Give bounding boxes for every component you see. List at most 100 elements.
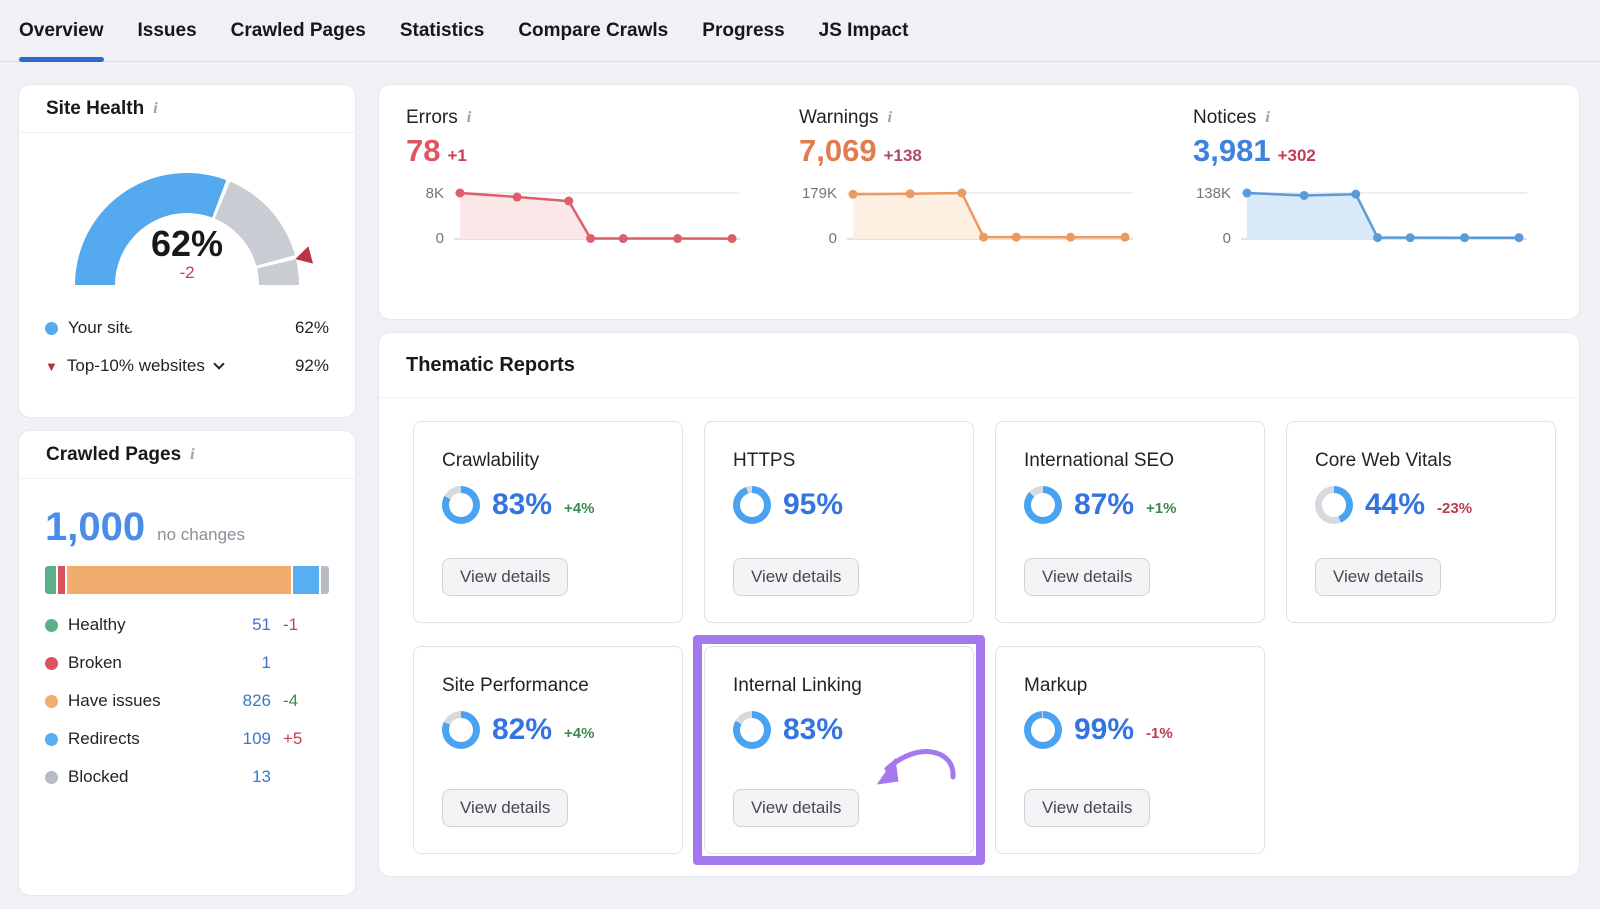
thematic-score: 83% <box>783 713 844 746</box>
y-axis-labels: 179K 0 <box>801 185 837 247</box>
info-icon[interactable]: i <box>153 99 158 117</box>
red-triangle-icon: ▼ <box>45 358 58 374</box>
gauge-center-text: 62% -2 <box>75 225 299 283</box>
legend-label: Have issues <box>68 691 161 710</box>
legend-row-redirects[interactable]: Redirects 109 +5 <box>45 720 329 758</box>
legend-color-dot <box>45 618 58 632</box>
notices-value[interactable]: 3,981 <box>1193 133 1271 168</box>
crawled-pages-header: Crawled Pages i <box>19 431 355 479</box>
legend-value: 1 <box>261 653 271 672</box>
tab-crawled-pages[interactable]: Crawled Pages <box>230 19 366 41</box>
blue-dot-icon <box>45 321 58 335</box>
thematic-card-https: HTTPS 95% View details <box>704 421 974 623</box>
view-details-button[interactable]: View details <box>1315 558 1442 596</box>
bar-segment-redirects[interactable] <box>292 566 320 594</box>
errors-title: Errors <box>406 107 458 128</box>
tab-compare-crawls[interactable]: Compare Crawls <box>518 19 669 41</box>
thematic-change: -23% <box>1437 499 1473 517</box>
legend-row-healthy[interactable]: Healthy 51 -1 <box>45 606 329 644</box>
thematic-card-title: Site Performance <box>442 675 589 696</box>
errors-value[interactable]: 78 <box>406 133 441 168</box>
thematic-card-title: Core Web Vitals <box>1315 450 1452 471</box>
thematic-change: +4% <box>564 499 595 517</box>
tab-statistics[interactable]: Statistics <box>399 19 485 41</box>
thematic-reports-header: Thematic Reports <box>379 333 1579 398</box>
site-health-title: Site Health <box>46 97 145 119</box>
thematic-change: +4% <box>564 724 595 742</box>
info-icon[interactable]: i <box>1265 109 1270 126</box>
info-icon[interactable]: i <box>887 109 892 126</box>
thematic-card-title: Internal Linking <box>733 675 862 696</box>
site-health-header: Site Health i <box>19 85 355 133</box>
tab-overview[interactable]: Overview <box>19 0 104 62</box>
thematic-card-crawlability: Crawlability 83% +4% View details <box>413 421 683 623</box>
thematic-score: 99% <box>1074 713 1135 746</box>
tab-issues[interactable]: Issues <box>137 19 197 41</box>
legend-label: Blocked <box>68 767 129 786</box>
thematic-score: 82% <box>492 713 553 746</box>
legend-value: 92% <box>294 356 329 375</box>
thematic-change: -1% <box>1146 724 1173 742</box>
legend-value: 826 <box>242 691 271 710</box>
thematic-reports-card: Thematic Reports Crawlability 83% +4% Vi… <box>378 332 1580 877</box>
thematic-card-core-web-vitals: Core Web Vitals 44% -23% View details <box>1286 421 1556 623</box>
legend-label: Broken <box>68 653 122 672</box>
crawled-pages-total[interactable]: 1,000 <box>45 505 146 549</box>
errors-stat: Errors i 78 +1 8K 0 <box>406 107 756 249</box>
gauge-hole <box>115 213 259 357</box>
bar-segment-healthy[interactable] <box>45 566 57 594</box>
bar-segment-have-issues[interactable] <box>66 566 291 594</box>
site-health-score: 62% <box>150 223 224 264</box>
crawled-pages-title: Crawled Pages <box>46 443 182 465</box>
thematic-card-international-seo: International SEO 87% +1% View details <box>995 421 1265 623</box>
thematic-card-internal-linking: Internal Linking 83% View details <box>693 635 985 865</box>
score-ring-icon <box>1024 711 1062 749</box>
view-details-button[interactable]: View details <box>733 558 860 596</box>
crawled-pages-stacked-bar[interactable] <box>45 566 329 594</box>
legend-row-broken[interactable]: Broken 1 <box>45 644 329 682</box>
notices-trend-chart <box>1241 185 1527 249</box>
legend-row-have-issues[interactable]: Have issues 826 -4 <box>45 682 329 720</box>
view-details-button[interactable]: View details <box>1024 558 1151 596</box>
score-ring-icon <box>733 711 771 749</box>
legend-value: 62% <box>294 318 329 337</box>
issue-stats-card: Errors i 78 +1 8K 0 Warnings i 7,069 +13… <box>378 84 1580 320</box>
info-icon[interactable]: i <box>466 109 472 126</box>
legend-change: -4 <box>283 691 299 710</box>
view-details-button[interactable]: View details <box>442 789 569 827</box>
view-details-button[interactable]: View details <box>733 789 860 827</box>
legend-row-blocked[interactable]: Blocked 13 <box>45 758 329 796</box>
crawled-pages-total-row: 1,000 no changes <box>45 505 329 550</box>
warnings-value[interactable]: 7,069 <box>799 133 877 168</box>
warnings-title: Warnings <box>799 107 879 128</box>
thematic-card-markup: Markup 99% -1% View details <box>995 646 1265 854</box>
thematic-card-title: International SEO <box>1024 450 1174 471</box>
site-health-gauge: 62% -2 <box>75 173 314 397</box>
top-nav: Overview Issues Crawled Pages Statistics… <box>0 0 1600 62</box>
thematic-card-title: Crawlability <box>442 450 540 471</box>
bar-segment-broken[interactable] <box>58 566 65 594</box>
notices-stat: Notices i 3,981 +302 138K 0 <box>1193 107 1543 249</box>
warnings-change: +138 <box>883 146 922 165</box>
score-ring-icon <box>442 711 480 749</box>
legend-value: 109 <box>242 729 271 748</box>
warnings-trend-chart <box>847 185 1133 249</box>
crawled-pages-card: Crawled Pages i 1,000 no changes Healthy… <box>18 430 356 896</box>
notices-change: +302 <box>1277 146 1316 165</box>
warnings-stat: Warnings i 7,069 +138 179K 0 <box>799 107 1149 249</box>
thematic-score: 83% <box>492 488 553 521</box>
info-icon[interactable]: i <box>190 445 195 463</box>
thematic-reports-title: Thematic Reports <box>406 353 575 376</box>
crawled-pages-note: no changes <box>157 525 246 544</box>
score-ring-icon <box>442 486 480 524</box>
bar-segment-blocked[interactable] <box>321 566 329 594</box>
purple-highlight-frame <box>693 635 985 865</box>
tab-js-impact[interactable]: JS Impact <box>818 19 909 41</box>
view-details-button[interactable]: View details <box>1024 789 1151 827</box>
y-axis-labels: 8K 0 <box>425 185 444 247</box>
thematic-score: 87% <box>1074 488 1135 521</box>
legend-color-dot <box>45 694 58 708</box>
tab-progress[interactable]: Progress <box>702 19 785 41</box>
view-details-button[interactable]: View details <box>442 558 569 596</box>
legend-change: +5 <box>283 729 303 748</box>
